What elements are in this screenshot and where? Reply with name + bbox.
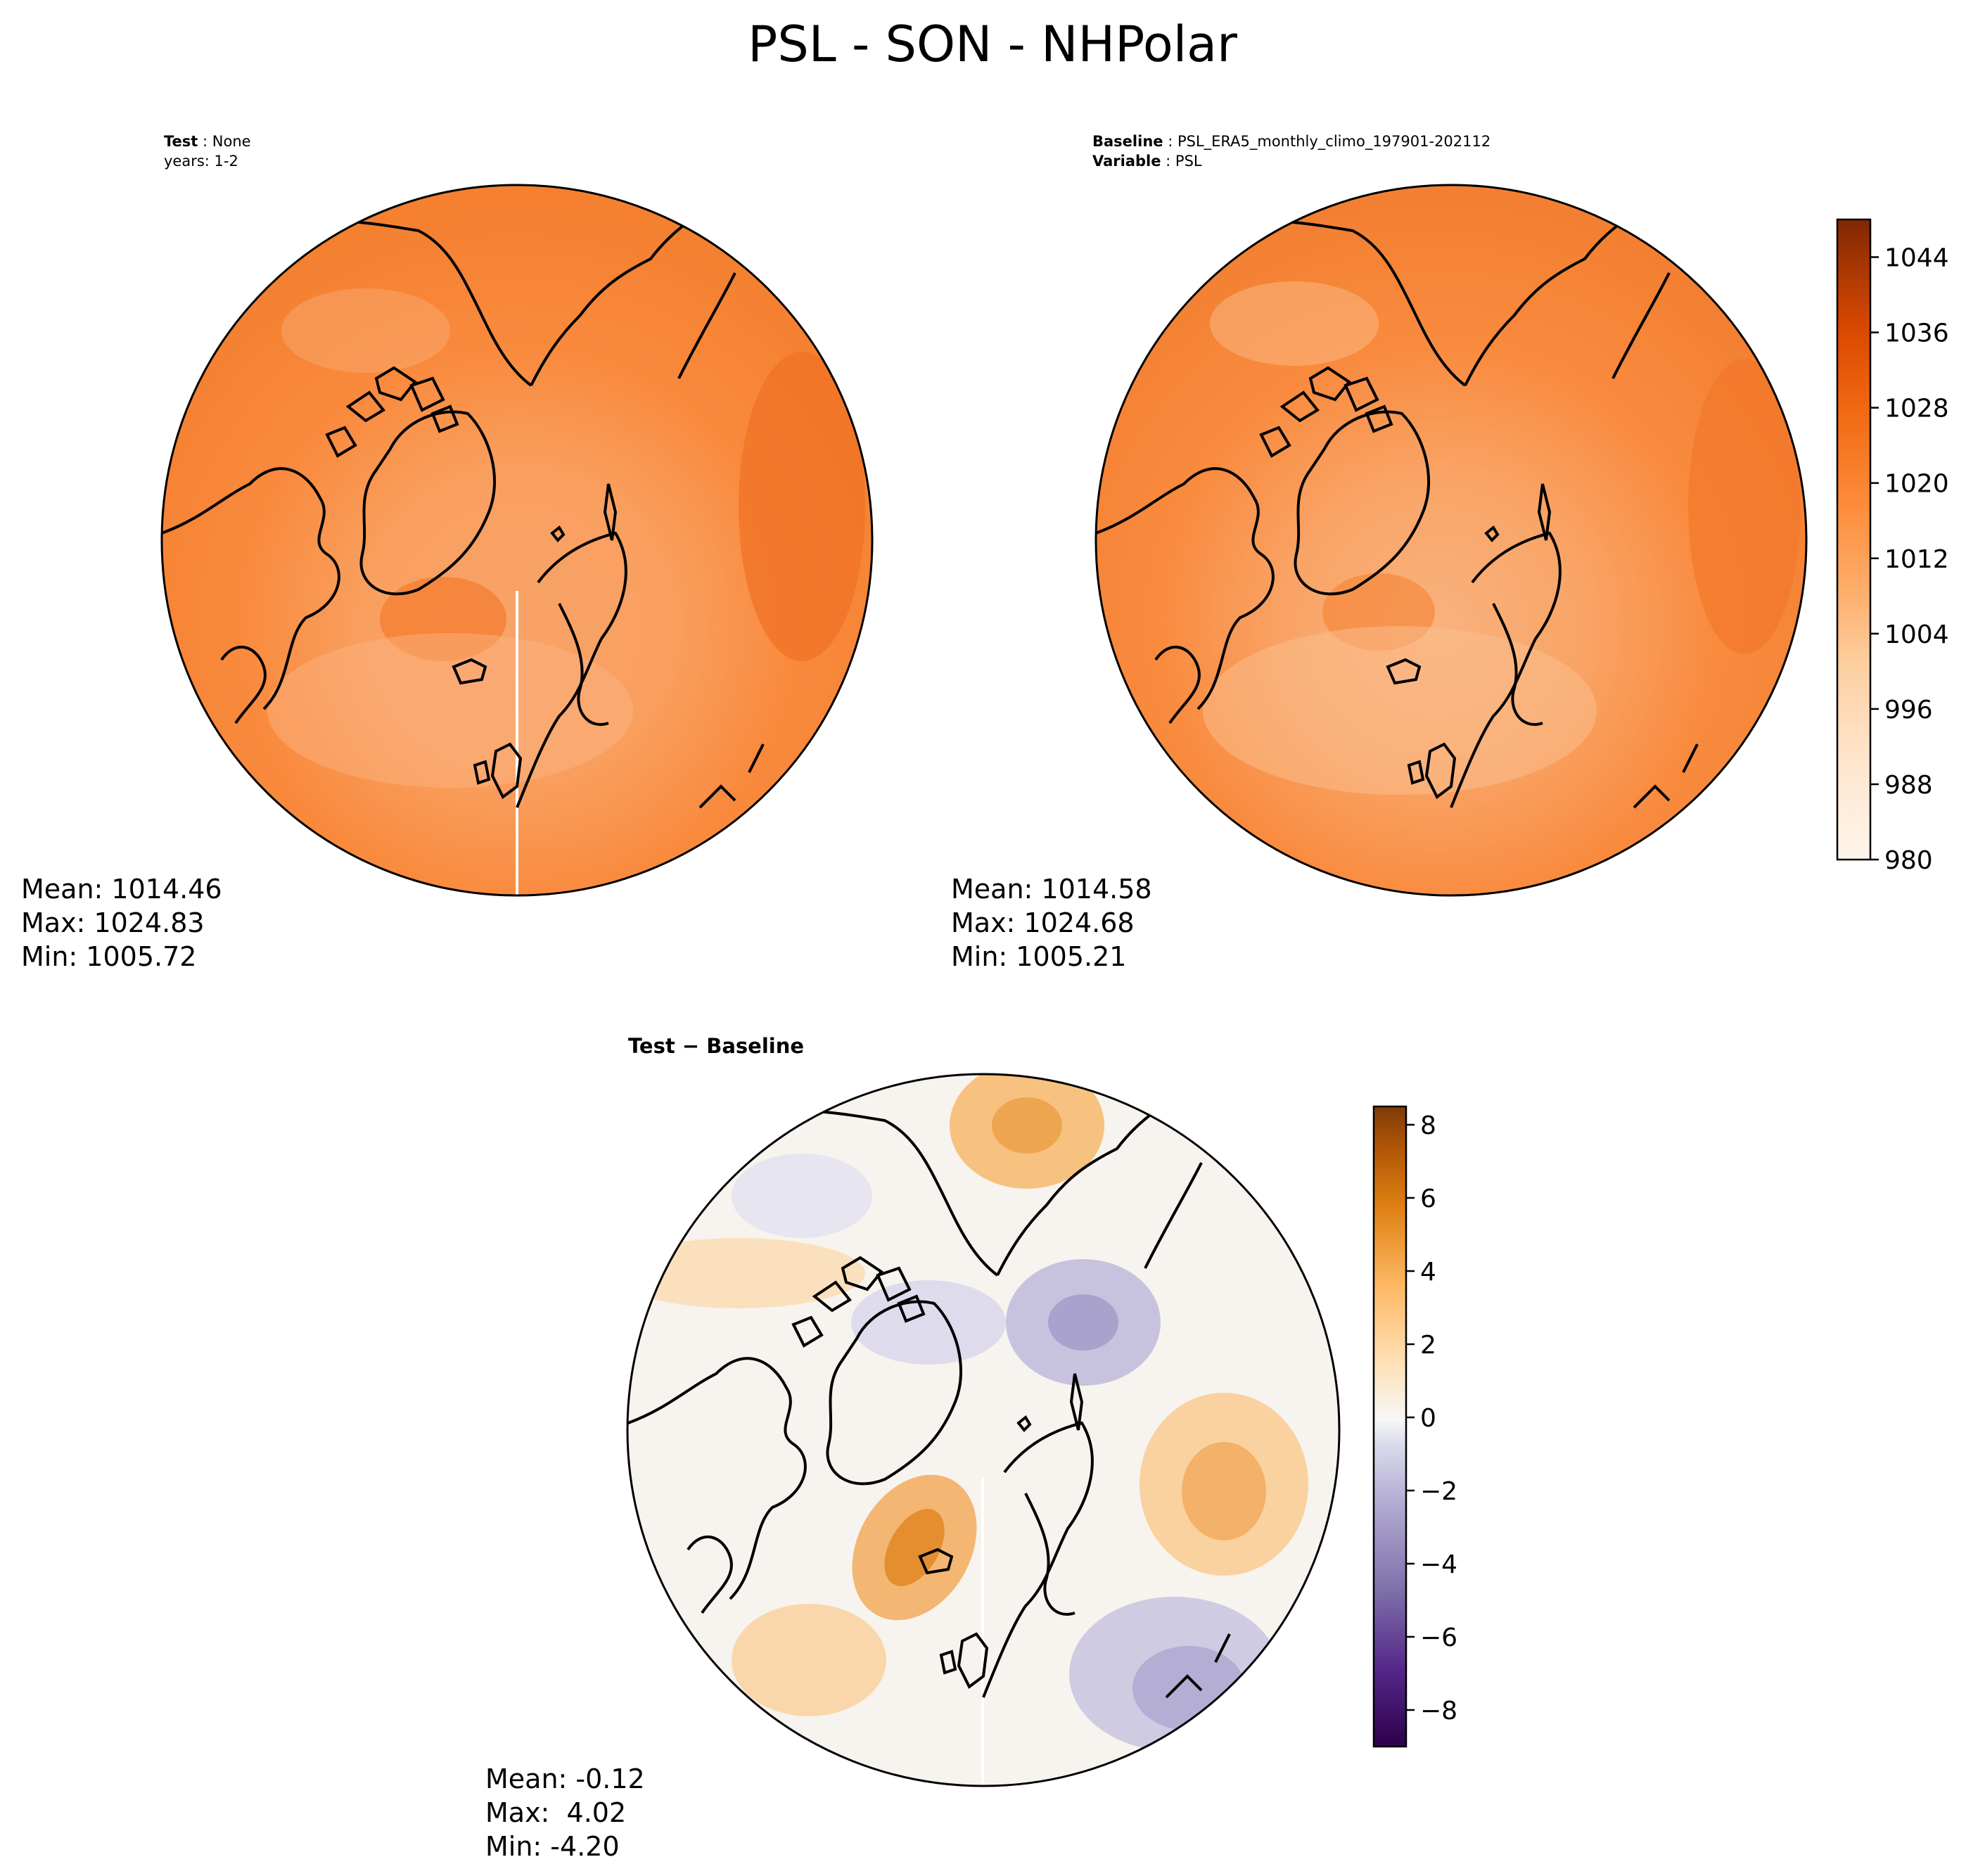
diff-title-right: Baseline [706,1034,805,1058]
diff-colorbar-tick-label: 8 [1420,1111,1436,1140]
baseline-variable-value: PSL [1175,153,1202,170]
diff-colorbar-tick-label: 6 [1420,1185,1436,1213]
baseline-variable-key: Variable [1092,153,1161,170]
diff-title-left: Test [628,1034,675,1058]
baseline-label-value: PSL_ERA5_monthly_climo_197901-202112 [1177,133,1491,150]
diff-colorbar-bar [1372,1105,1408,1748]
figure-title: PSL - SON - NHPolar [748,15,1237,73]
diff-stat-mean: Mean: -0.12 [485,1763,645,1794]
test-label-key: Test [164,133,198,150]
baseline-stat-min: Min: 1005.21 [951,941,1127,972]
test-label-value: None [212,133,251,150]
pressure-colorbar-tick-label: 1004 [1884,620,1949,649]
diff-colorbar-tick-label: 2 [1420,1331,1436,1360]
diff-colorbar: −8 −6 −4 −2 0 2 4 6 8 [1372,1105,1457,1748]
test-stats: Mean: 1014.46 Max: 1024.83 Min: 1005.72 [21,872,222,974]
diff-colorbar-tick-label: 0 [1420,1404,1436,1433]
diff-colorbar-tick-label: −8 [1420,1697,1457,1725]
baseline-stats: Mean: 1014.58 Max: 1024.68 Min: 1005.21 [951,872,1152,974]
pressure-colorbar-tick-label: 1036 [1884,319,1949,348]
test-stat-max: Max: 1024.83 [21,907,205,938]
pressure-colorbar-tick-label: 1044 [1884,244,1949,273]
baseline-stat-mean: Mean: 1014.58 [951,874,1152,905]
pressure-colorbar-tick-label: 996 [1884,696,1933,725]
pressure-colorbar-tick-label: 1020 [1884,470,1949,499]
test-stat-min: Min: 1005.72 [21,941,197,972]
baseline-map [1094,184,1808,897]
diff-map [626,1073,1341,1787]
pressure-colorbar-bar [1836,218,1872,861]
diff-title: Test − Baseline [628,1034,804,1058]
diff-colorbar-tick-label: −2 [1420,1477,1457,1506]
pressure-colorbar-tick-label: 988 [1884,771,1933,800]
pressure-colorbar-tick-label: 1028 [1884,395,1949,423]
pressure-colorbar: 980 988 996 1004 1012 1020 1028 1036 1044 [1836,218,1949,875]
baseline-stat-max: Max: 1024.68 [951,907,1135,938]
diff-colorbar-tick-label: −4 [1420,1550,1457,1579]
diff-title-op: − [675,1034,707,1058]
test-years: years: 1-2 [164,153,238,170]
baseline-label-key: Baseline [1092,133,1163,150]
pressure-colorbar-tick-label: 980 [1884,846,1933,875]
diff-stats: Mean: -0.12 Max: 4.02 Min: -4.20 [485,1762,645,1863]
diff-colorbar-tick-label: −6 [1420,1623,1457,1652]
test-map [160,184,874,897]
pressure-colorbar-tick-label: 1012 [1884,545,1949,574]
diff-colorbar-tick-label: 4 [1420,1258,1436,1287]
diff-stat-max: Max: 4.02 [485,1797,627,1828]
baseline-info: Baseline : PSL_ERA5_monthly_climo_197901… [1092,133,1491,170]
diff-stat-min: Min: -4.20 [485,1831,620,1862]
test-stat-mean: Mean: 1014.46 [21,874,222,905]
test-info: Test : None years: 1-2 [164,133,251,170]
